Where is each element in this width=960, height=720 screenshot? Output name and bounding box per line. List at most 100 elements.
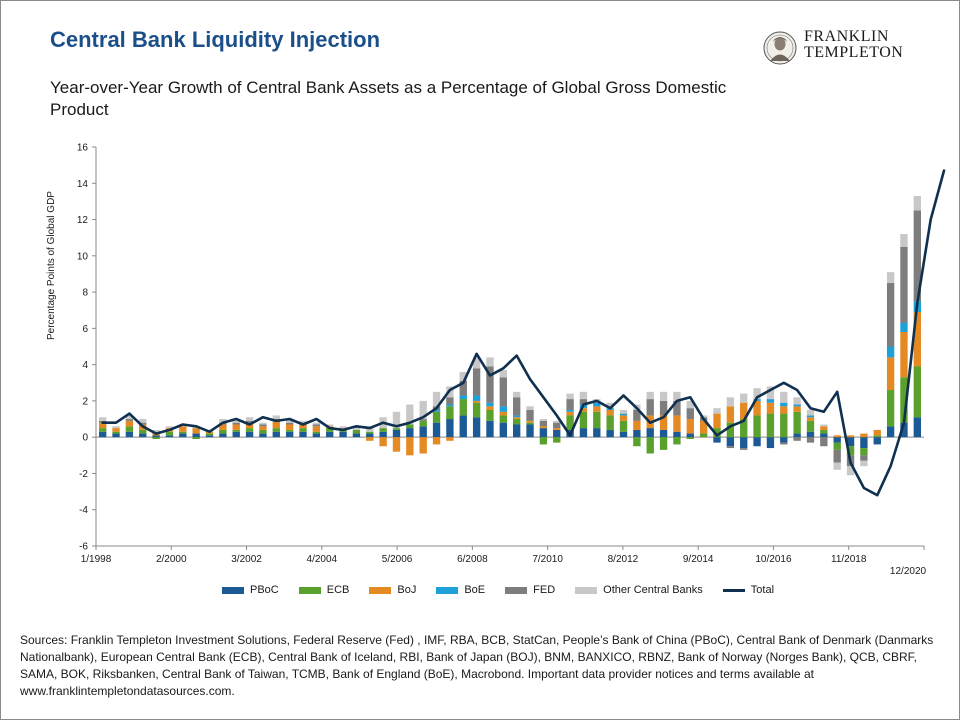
bar-segment [472,395,481,401]
bar-segment [579,428,588,438]
bar-segment [139,419,147,423]
sources-footnote: Sources: Franklin Templeton Investment S… [20,633,934,698]
bar-segment [619,413,628,416]
bar-segment [886,426,895,438]
bar-segment [633,429,641,438]
bar-segment [192,437,200,439]
legend-swatch [298,586,321,594]
bar-segment [392,428,401,430]
bar-segment [446,437,454,441]
bar-segment [539,420,548,427]
bar-segment [593,428,601,438]
bar-segment [139,422,147,425]
bar-segment [699,433,708,438]
bar-segment [753,415,761,438]
bar-segment [513,424,521,438]
legend-swatch [222,586,244,594]
bar-segment [312,424,321,427]
y-tick-label: 0 [82,433,88,444]
bar-segment [673,400,681,416]
bar-segment [245,420,254,423]
bar-segment [366,433,374,438]
bar-segment [152,437,160,439]
bar-segment [406,428,414,438]
bar-segment [606,415,614,430]
bar-segment [99,431,107,438]
bar-segment [472,417,481,438]
bar-segment [860,433,868,438]
bar-segment [192,428,200,434]
bar-segment [419,437,427,454]
bar-segment [780,402,788,407]
bar-segment [499,406,507,412]
bar-segment [499,411,507,416]
x-tick-label: 6/2008 [457,554,488,565]
bar-segment [366,431,374,434]
bar-segment [699,415,708,418]
bar-segment [125,415,134,420]
bar-segment [833,437,841,443]
total-series-line [101,169,946,497]
bar-segment [112,431,120,434]
bar-segment [219,433,227,438]
bar-segment [659,391,668,401]
bar-segment [659,437,668,450]
legend-swatch [575,586,598,594]
bar-segment [766,386,775,400]
franklin-templeton-logo: FRANKLIN TEMPLETON [762,28,922,68]
bar-segment [392,437,401,452]
bar-segment [913,417,921,438]
bar-segment [232,424,240,430]
bar-segment [793,397,801,405]
bar-segment [886,357,895,391]
bar-segment [139,433,147,438]
bar-segment [793,411,801,434]
bar-segment [766,402,775,414]
bar-segment [820,429,828,434]
bar-segment [633,420,641,430]
legend-item: FED [505,584,555,596]
bar-segment [165,435,174,438]
bar-segment [312,431,321,434]
bar-segment [326,424,334,427]
bar-segment [513,391,521,398]
bar-segment [740,393,748,403]
bar-segment [846,446,855,456]
legend-item: BoE [436,584,485,596]
bar-segment [419,419,427,421]
bar-segment [406,437,414,456]
bar-segment [806,415,815,418]
bar-segment [272,431,280,438]
bar-segment [900,322,908,332]
bar-segment [713,408,721,414]
legend-item: ECB [298,584,349,596]
bar-segment [272,415,280,420]
bar-segment [219,429,227,434]
bar-segment [272,428,280,432]
bar-segment [312,433,321,438]
bar-segment [820,426,828,430]
y-tick-label: -4 [79,505,88,516]
bar-segment [285,419,294,423]
y-tick-label: 14 [77,179,89,190]
chart-legend: PBoC ECB BoJ BoE FED Other Central Banks Total [222,582,794,598]
bar-segment [272,420,280,429]
bar-segment [99,417,107,421]
bar-segment [806,431,815,438]
bar-segment [205,433,214,436]
bar-segment [726,406,735,423]
bar-segment [646,399,654,416]
x-tick-label: 3/2002 [231,554,262,565]
bar-segment [99,428,107,432]
bar-segment [753,399,761,401]
bar-segment [379,428,387,432]
bar-segment [299,420,307,423]
bar-segment [486,357,494,367]
x-tick-label: 8/2012 [608,554,639,565]
bar-segment [299,424,307,429]
bar-segment [619,431,628,438]
bar-segment [326,428,334,432]
bar-segment [259,426,267,430]
bar-segment [432,411,441,423]
bar-segment [740,402,748,420]
